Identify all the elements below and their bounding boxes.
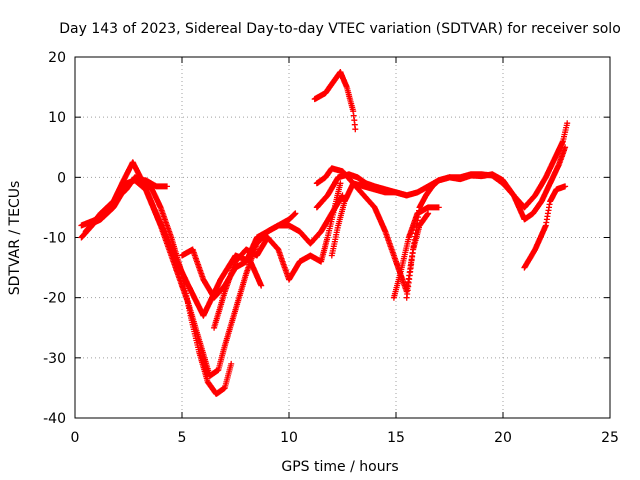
y-tick-label: -20: [43, 291, 66, 307]
x-tick-label: 5: [178, 430, 187, 446]
x-tick-label: 0: [71, 430, 80, 446]
data-markers: [311, 69, 359, 133]
data-markers: [390, 204, 442, 301]
grid: [75, 57, 610, 418]
x-tick-label: 15: [387, 430, 405, 446]
x-tick-label: 25: [601, 430, 619, 446]
data-markers: [328, 180, 410, 259]
series-track-10: [311, 69, 359, 133]
y-tick-label: -30: [43, 351, 66, 367]
data-points: [78, 69, 571, 397]
series-track-11: [390, 204, 442, 301]
series-track-6: [211, 180, 344, 331]
y-tick-label: 10: [48, 110, 66, 126]
y-tick-label: -10: [43, 231, 66, 247]
series-track-13: [521, 183, 569, 271]
series-track-4: [84, 177, 170, 229]
y-tick-label: -40: [43, 411, 66, 427]
data-markers: [211, 180, 344, 331]
y-axis-label: SDTVAR / TECUs: [7, 181, 23, 296]
y-tick-label: 0: [57, 170, 66, 186]
series-track-3: [82, 174, 235, 397]
data-markers: [521, 183, 569, 271]
data-markers: [82, 174, 235, 397]
y-tick-label: 20: [48, 50, 66, 66]
data-markers: [313, 120, 571, 211]
data-markers: [84, 177, 170, 229]
series-track-7: [313, 144, 569, 295]
series-track-9: [328, 180, 410, 259]
plot-frame: [74, 56, 611, 419]
data-markers: [313, 144, 569, 295]
axis-ticks: 0 5 10 15 20 25 -40 -30 -20 -10 0 10 20: [43, 50, 619, 446]
x-tick-label: 20: [494, 430, 512, 446]
chart-title: Day 143 of 2023, Sidereal Day-to-day VTE…: [59, 21, 621, 37]
x-axis-label: GPS time / hours: [281, 459, 398, 475]
series-track-8: [313, 120, 571, 211]
x-tick-label: 10: [280, 430, 298, 446]
data-markers: [403, 210, 432, 301]
series-track-12: [403, 210, 432, 301]
